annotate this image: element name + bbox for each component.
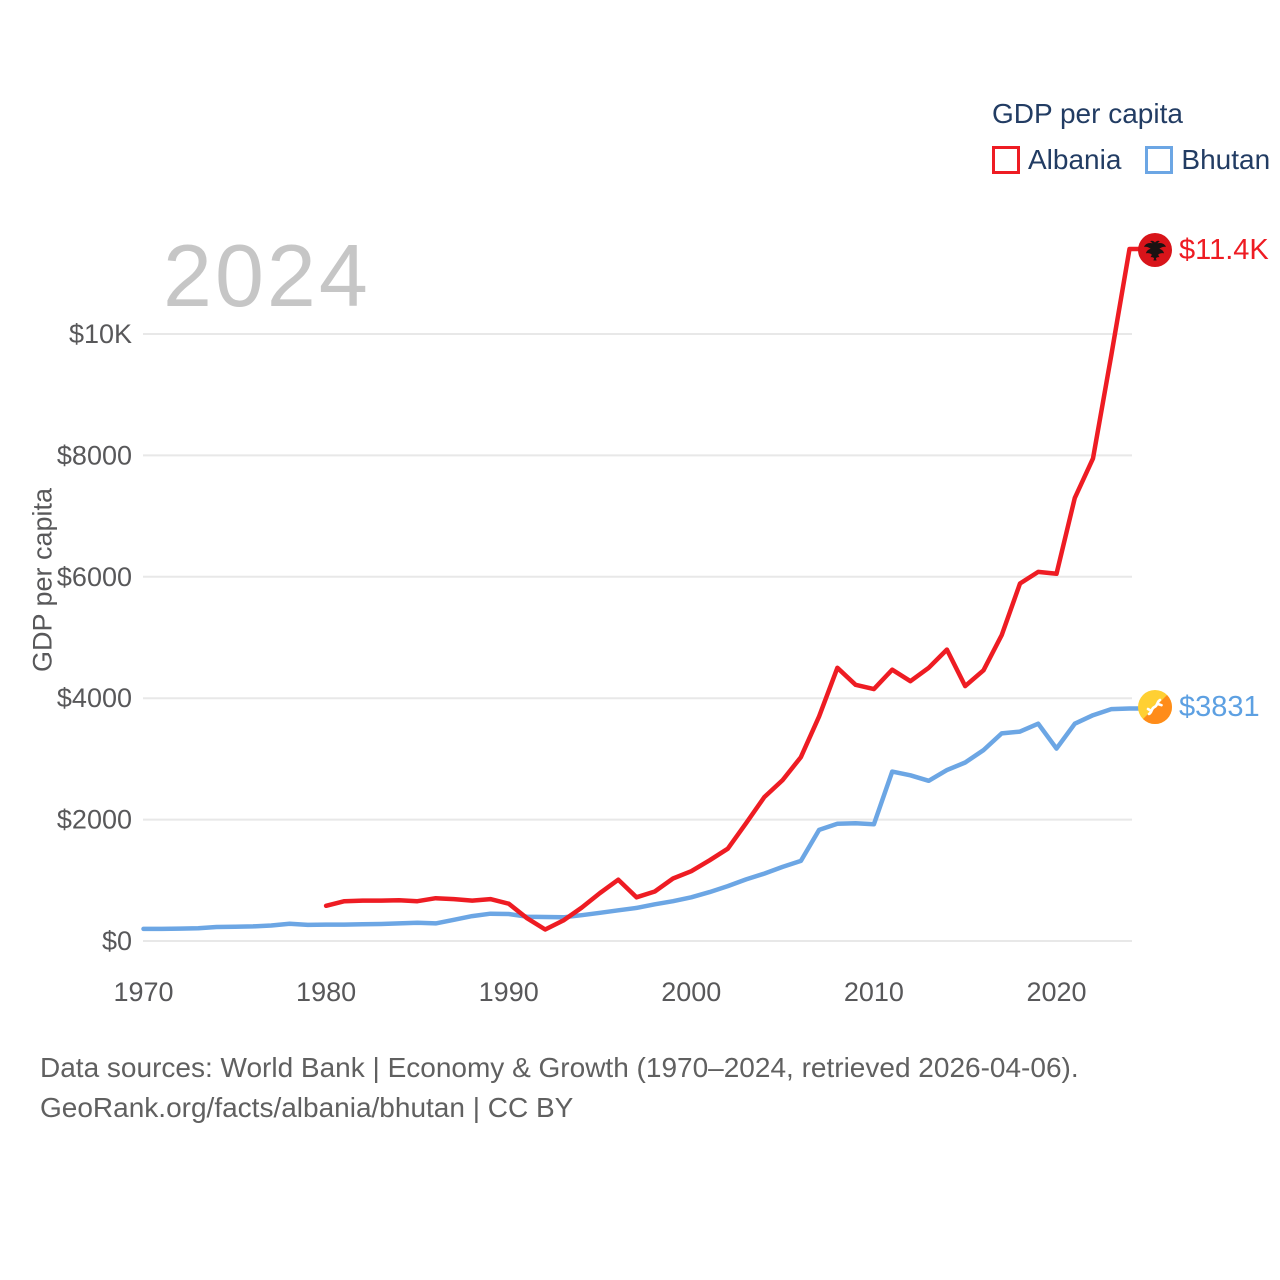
y-tick-label: $4000 [57,683,132,713]
legend-items: Albania Bhutan [992,144,1270,176]
bhutan-end-value: $3831 [1179,690,1260,723]
attribution-line: GeoRank.org/facts/albania/bhutan | CC BY [40,1092,574,1123]
legend: GDP per capita Albania Bhutan [992,98,1270,176]
x-tick-label: 2000 [661,977,721,1007]
legend-item-albania: Albania [992,144,1121,176]
legend-title: GDP per capita [992,98,1183,129]
albania-series-label: Albania [1028,144,1122,175]
y-tick-label: $8000 [57,440,132,470]
albania-series-swatch [992,146,1020,174]
x-tick-label: 1980 [296,977,356,1007]
y-tick-label: $10K [69,319,132,349]
albania-end-label: $11.4K [1138,233,1269,267]
year-watermark: 2024 [163,226,371,325]
bhutan-series-label: Bhutan [1181,144,1271,175]
y-axis-title: GDP per capita [27,487,58,673]
legend-item-bhutan: Bhutan [1145,144,1270,176]
footer: Data sources: World Bank | Economy & Gro… [40,1048,1079,1128]
x-tick-label: 2020 [1026,977,1086,1007]
albania-flag-icon [1138,233,1172,267]
x-tick-label: 1990 [479,977,539,1007]
albania-line [323,246,1144,932]
y-tick-label: $2000 [57,805,132,835]
y-tick-label: $6000 [57,562,132,592]
x-tick-label: 1970 [113,977,173,1007]
bhutan-end-label: $3831 [1138,690,1260,724]
bhutan-line [141,706,1144,932]
data-sources-line: Data sources: World Bank | Economy & Gro… [40,1052,1079,1083]
y-tick-label: $0 [102,926,132,956]
bhutan-flag-icon [1138,690,1172,724]
bhutan-series-swatch [1145,146,1174,174]
x-tick-label: 2010 [844,977,904,1007]
albania-end-value: $11.4K [1179,233,1269,266]
